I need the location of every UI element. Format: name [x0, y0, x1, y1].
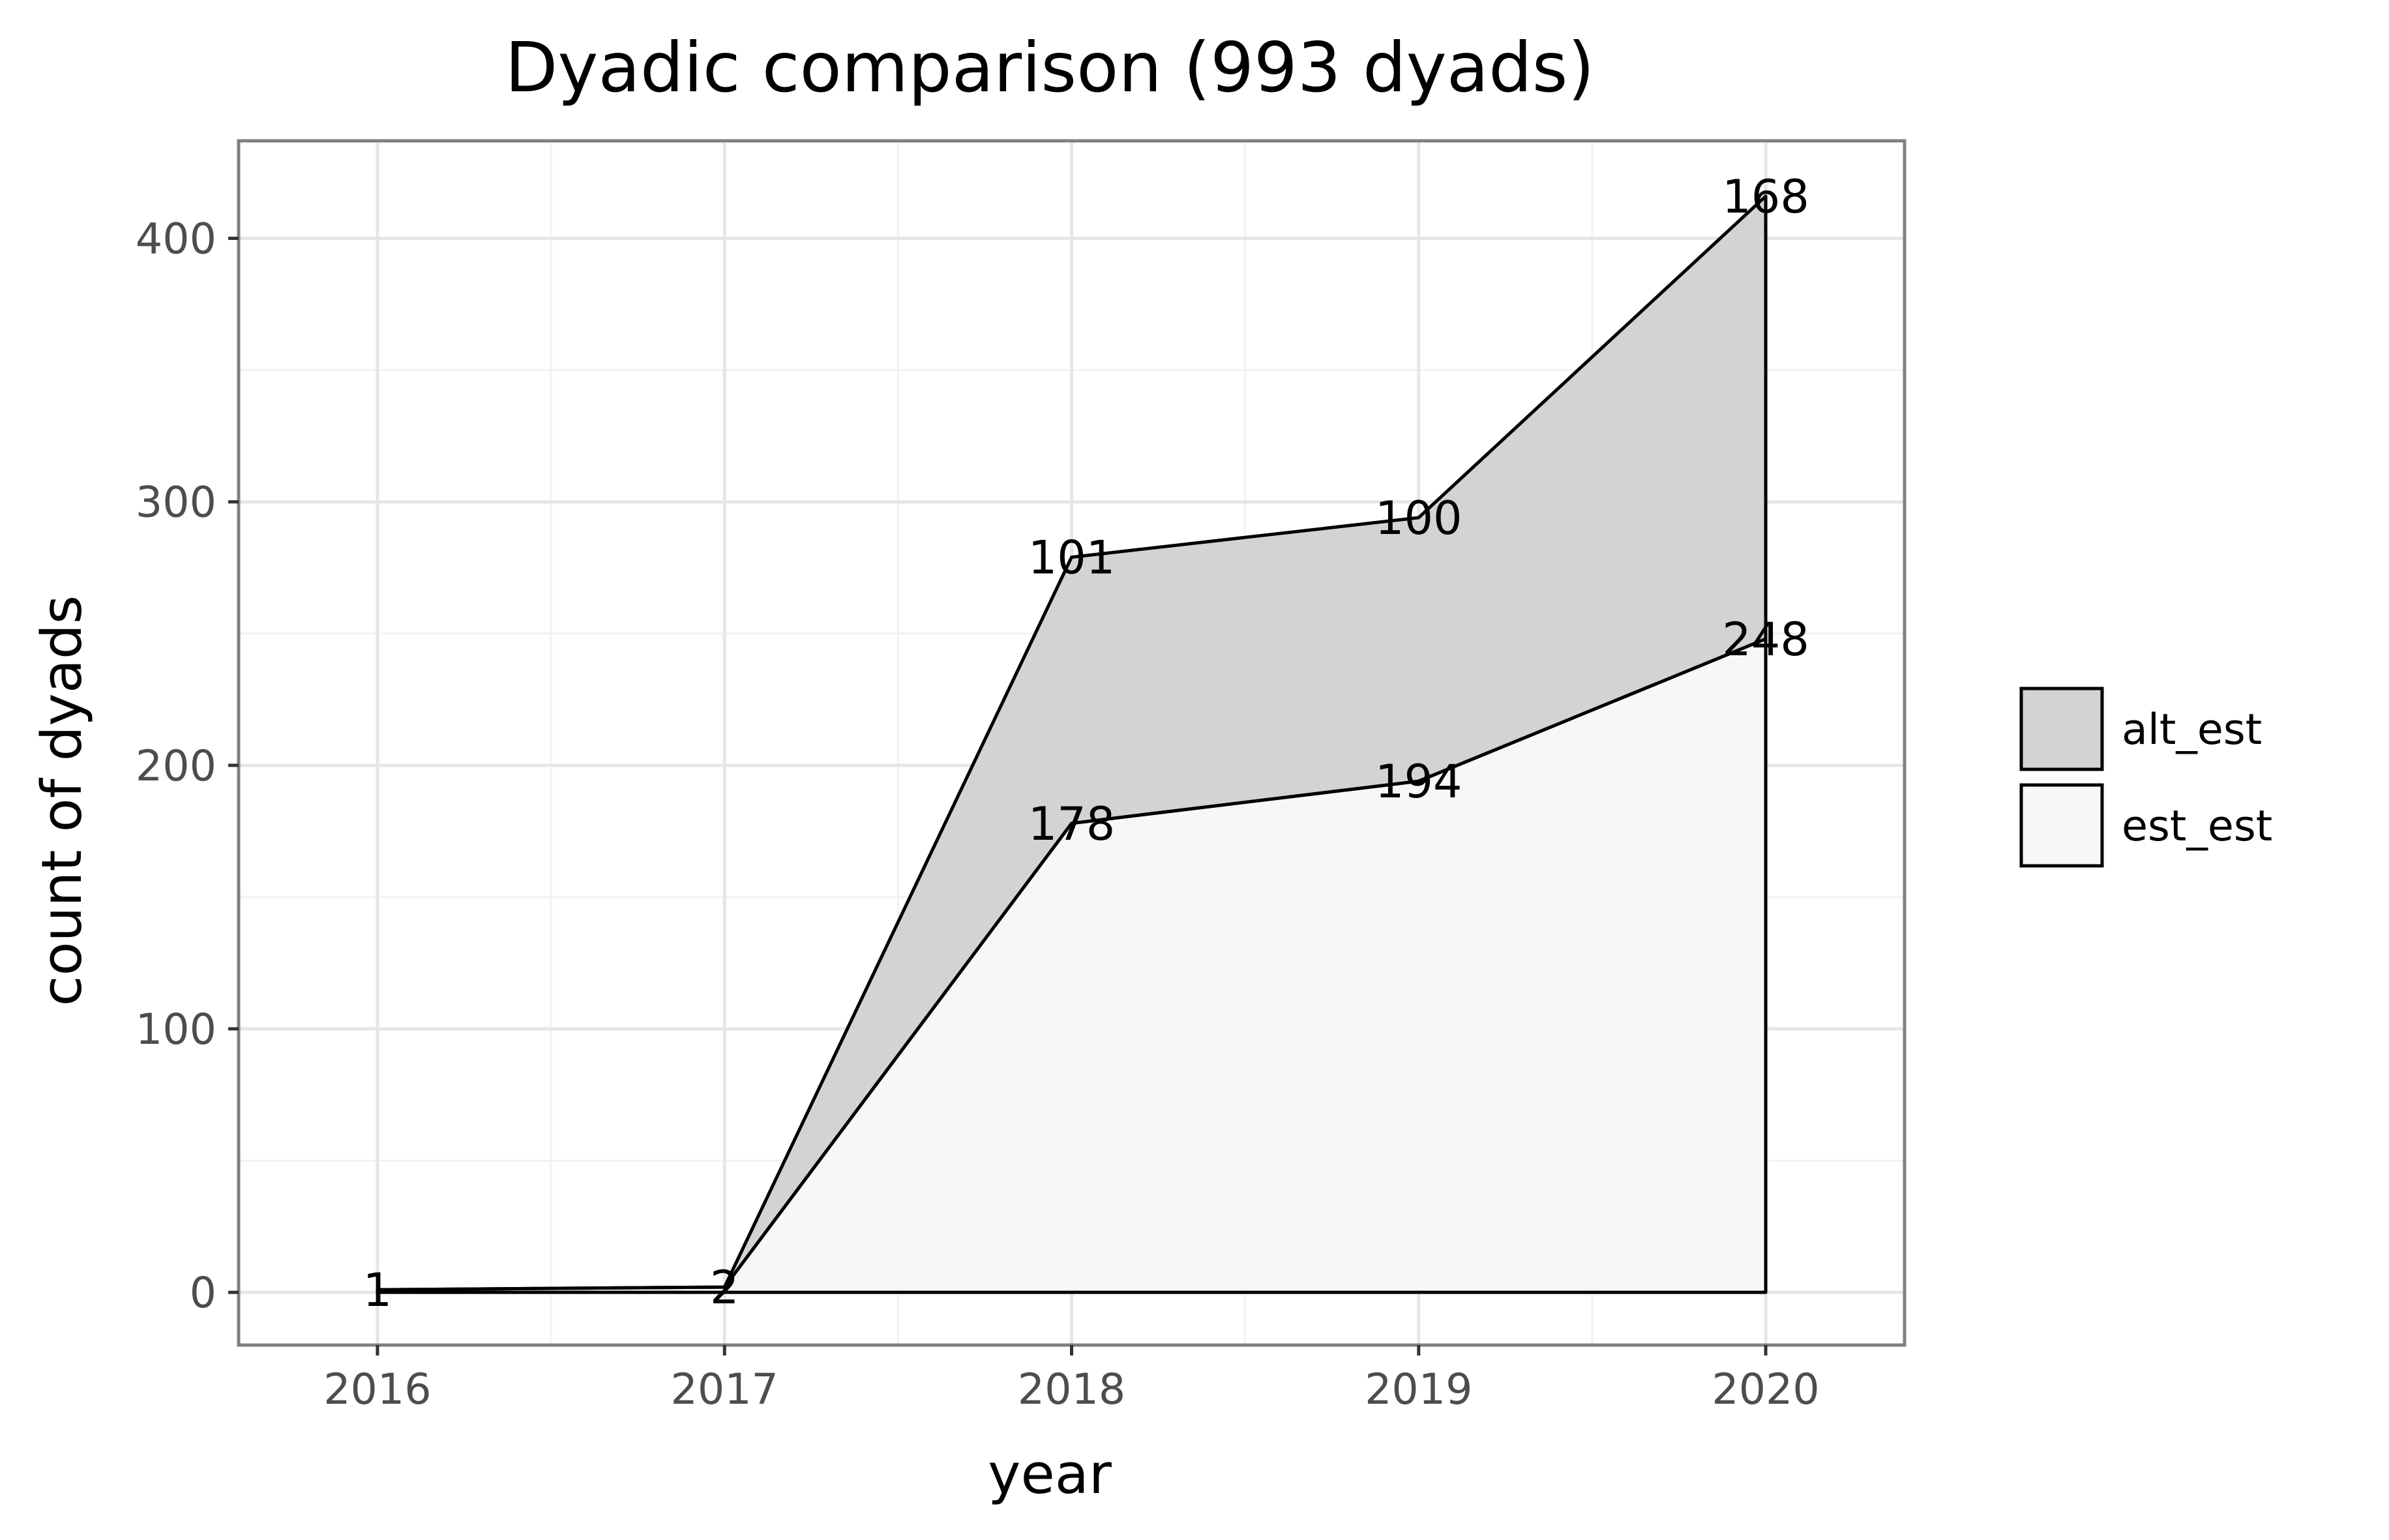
y-tick-label: 200	[136, 742, 216, 791]
data-label-est-est: 248	[1722, 613, 1809, 666]
legend-label-alt-est: alt_est	[2122, 705, 2262, 754]
x-tick-label: 2017	[670, 1365, 778, 1414]
chart-title: Dyadic comparison (993 dyads)	[505, 28, 1595, 108]
data-label-alt-est: 101	[1028, 531, 1116, 585]
y-tick-label: 300	[136, 479, 216, 527]
x-tick-label: 2018	[1018, 1365, 1125, 1414]
area-layer	[376, 194, 1768, 1294]
data-label-alt-est: 100	[1375, 492, 1462, 545]
x-tick-label: 2016	[323, 1365, 431, 1414]
data-label-est-est: 2	[710, 1261, 739, 1314]
data-label-alt-est: 168	[1722, 170, 1809, 224]
legend-label-est-est: est_est	[2122, 802, 2272, 851]
x-axis: 2016 2017 2018 2019 2020	[323, 1345, 1820, 1414]
x-tick-label: 2019	[1365, 1365, 1472, 1414]
x-tick-label: 2020	[1712, 1365, 1819, 1414]
data-label-est-est: 1	[363, 1264, 393, 1317]
x-axis-label: year	[988, 1442, 1112, 1507]
data-label-layer: 1 2 178 194 248 101 100 168	[363, 170, 1809, 1317]
data-label-est-est: 194	[1375, 755, 1462, 808]
legend: alt_est est_est	[2019, 687, 2272, 868]
legend-key-est-est	[2019, 783, 2104, 868]
y-tick-label: 100	[136, 1005, 216, 1054]
legend-key-alt-est	[2019, 687, 2104, 771]
y-axis-label: count of dyads	[30, 595, 95, 1006]
y-tick-label: 0	[190, 1269, 216, 1318]
y-tick-label: 400	[136, 215, 216, 264]
area-alt-est	[376, 194, 1768, 1292]
y-axis: 0 100 200 300 400	[136, 215, 239, 1318]
data-label-est-est: 178	[1028, 797, 1116, 851]
